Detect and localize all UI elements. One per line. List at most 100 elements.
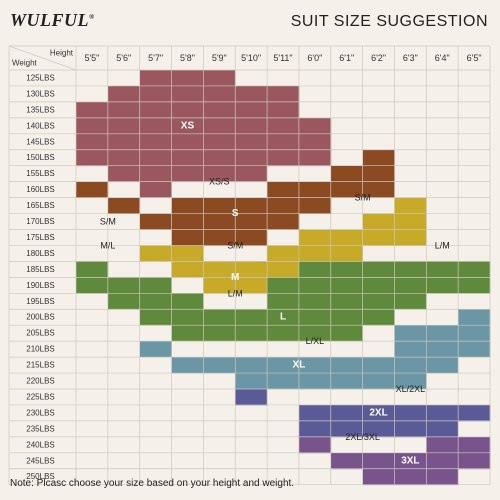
cell-3xl — [426, 468, 459, 486]
size-label: M — [231, 272, 239, 283]
cell-m — [171, 245, 204, 262]
brand-logo: WULFUL® — [10, 10, 95, 31]
cell-l — [330, 309, 364, 326]
cell-xl — [330, 357, 364, 374]
cell-xs — [235, 117, 268, 135]
cell-xl — [171, 357, 204, 374]
cell-xs — [203, 149, 236, 167]
cell-l — [139, 309, 172, 326]
cell-xs — [139, 70, 172, 87]
cell-xl — [394, 341, 427, 358]
weight-label: 235LBS — [26, 424, 54, 433]
cell-xs — [267, 149, 300, 167]
cell-2xl — [426, 404, 459, 422]
cell-m — [267, 261, 300, 278]
cell-xs — [139, 101, 172, 119]
weight-label: 200LBS — [26, 313, 54, 322]
cell-xs — [107, 101, 141, 119]
cell-2xl — [362, 404, 395, 422]
cell-xl — [267, 357, 300, 374]
weight-label: 170LBS — [26, 217, 54, 226]
cell-xl — [426, 341, 459, 358]
cell-m — [203, 261, 236, 278]
cell-xs — [76, 117, 109, 135]
cell-s — [107, 197, 141, 214]
cell-xs — [139, 133, 172, 151]
cell-xs — [298, 117, 332, 135]
cell-xl — [362, 357, 395, 374]
size-label: S/M — [355, 193, 371, 203]
cell-xs — [235, 149, 268, 167]
cell-xs — [171, 85, 204, 103]
size-label: M/L — [100, 240, 115, 250]
cell-m — [394, 229, 427, 246]
cell-xs — [139, 149, 172, 167]
cell-s — [362, 165, 395, 183]
cell-xs — [107, 149, 141, 167]
cell-xl — [458, 341, 491, 358]
cell-xs — [171, 165, 204, 183]
cell-l — [330, 277, 364, 294]
cell-s — [267, 197, 300, 214]
cell-l — [267, 293, 300, 310]
height-label: 5'11" — [273, 53, 292, 63]
size-label: L — [280, 312, 286, 323]
cell-l — [139, 277, 172, 294]
cell-xs — [235, 165, 268, 183]
brand-name: WULFUL — [10, 10, 89, 30]
cell-m — [298, 229, 332, 246]
cell-l — [76, 261, 109, 278]
cell-l — [458, 277, 491, 294]
weight-label: 185LBS — [26, 265, 54, 274]
corner-weight-label: Weight — [12, 59, 38, 68]
cell-xs — [267, 101, 300, 119]
weight-label: 155LBS — [26, 169, 54, 178]
cell-l — [330, 293, 364, 310]
cell-3xl — [362, 468, 395, 486]
cell-l — [171, 309, 204, 326]
cell-s — [76, 181, 109, 198]
cell-s — [267, 181, 300, 198]
cell-s — [362, 149, 395, 167]
cell-s — [171, 213, 204, 230]
cell-xs — [171, 149, 204, 167]
height-label: 5'10" — [241, 53, 261, 63]
weight-label: 130LBS — [26, 89, 54, 98]
height-label: 6'0" — [307, 53, 322, 63]
cell-l — [107, 293, 141, 310]
cell-l — [267, 325, 300, 342]
weight-label: 205LBS — [26, 329, 54, 338]
cell-2xl — [426, 420, 459, 438]
cell-xl — [235, 373, 268, 390]
cell-xs — [203, 101, 236, 119]
cell-xl — [426, 325, 459, 342]
cell-3xl — [298, 436, 332, 454]
cell-2xl — [394, 420, 427, 438]
cell-l — [235, 309, 268, 326]
size-label: XL — [293, 360, 306, 371]
corner-diagonal — [8, 45, 77, 71]
cell-l — [203, 309, 236, 326]
registered-mark: ® — [89, 13, 95, 21]
footnote: Note: Plcasc choose your size based on y… — [10, 478, 295, 489]
size-label: 2XL — [369, 407, 387, 418]
cell-m — [171, 261, 204, 278]
cell-3xl — [458, 436, 491, 454]
cell-l — [330, 261, 364, 278]
size-label: XS/S — [209, 177, 230, 187]
cell-l — [362, 309, 395, 326]
cell-s — [139, 213, 172, 230]
cell-l — [171, 293, 204, 310]
cell-s — [171, 229, 204, 246]
weight-label: 175LBS — [26, 233, 54, 242]
weight-label: 190LBS — [26, 281, 54, 290]
cell-m — [362, 213, 395, 230]
cell-2xl — [298, 420, 332, 438]
cell-l — [298, 261, 332, 278]
cell-3xl — [426, 436, 459, 454]
weight-label: 160LBS — [26, 185, 54, 194]
cell-l — [362, 293, 395, 310]
cell-xl — [298, 357, 332, 374]
cell-xs — [298, 133, 332, 151]
